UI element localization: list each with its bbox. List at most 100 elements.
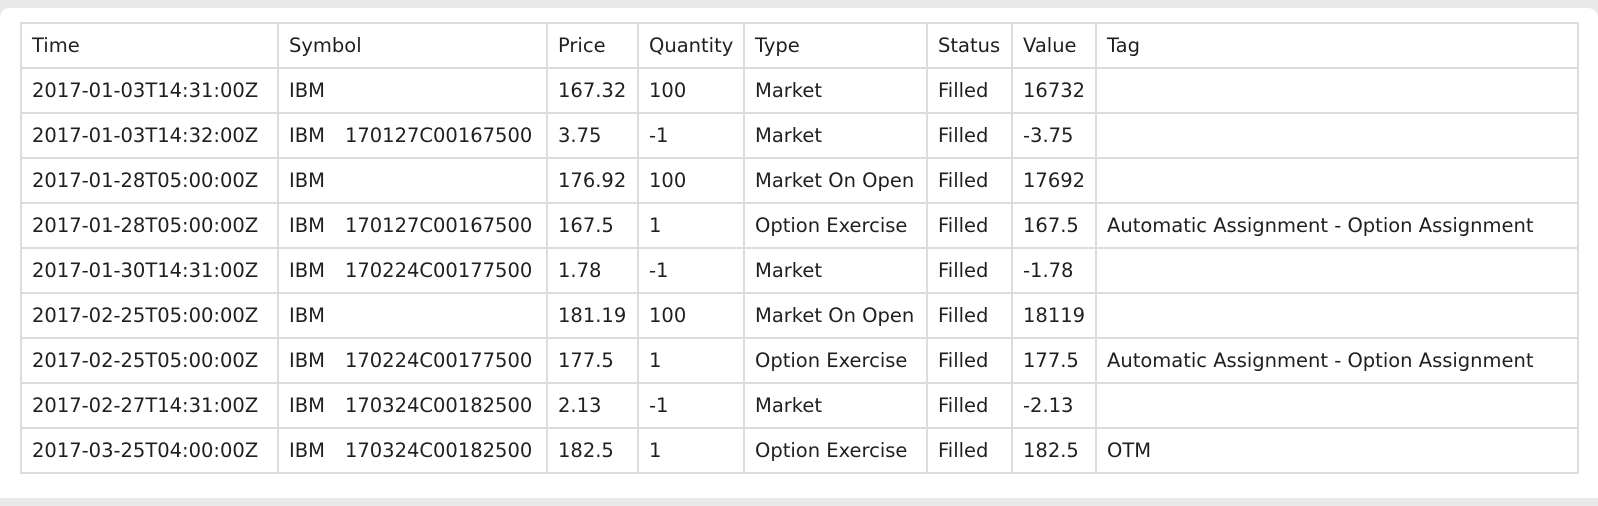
table-row[interactable]: 2017-02-25T05:00:00Z IBM 181.19 100 Market O… [20,292,1579,339]
cell-value: 16732 [1011,67,1097,114]
cell-symbol: IBM 170224C00177500 [277,247,548,294]
cell-tag: Automatic Assignment - Option Assignment [1095,202,1579,249]
cell-tag [1095,247,1579,294]
orders-table-body: 2017-01-03T14:31:00Z IBM 167.32 100 Market Fi… [20,67,1579,474]
cell-quantity: 100 [637,292,745,339]
cell-symbol: IBM [277,67,548,114]
cell-status: Filled [926,382,1013,429]
cell-time: 2017-03-25T04:00:00Z [20,427,279,474]
cell-price: 2.13 [546,382,639,429]
cell-type: Option Exercise [743,427,928,474]
symbol-underlying: IBM [289,304,325,327]
symbol-underlying: IBM [289,124,325,147]
cell-symbol: IBM [277,292,548,339]
symbol-underlying: IBM [289,259,325,282]
cell-quantity: 1 [637,202,745,249]
symbol-underlying: IBM [289,214,325,237]
symbol-option-contract: 170224C00177500 [344,259,533,282]
cell-value: 167.5 [1011,202,1097,249]
table-row[interactable]: 2017-02-27T14:31:00Z IBM 170324C00182500 2.… [20,382,1579,429]
cell-type: Market On Open [743,157,928,204]
cell-tag [1095,292,1579,339]
table-row[interactable]: 2017-01-03T14:31:00Z IBM 167.32 100 Market Fi… [20,67,1579,114]
column-header-price[interactable]: Price [546,22,639,69]
column-header-quantity[interactable]: Quantity [637,22,745,69]
cell-time: 2017-01-28T05:00:00Z [20,202,279,249]
cell-status: Filled [926,247,1013,294]
cell-symbol: IBM [277,157,548,204]
cell-price: 167.5 [546,202,639,249]
cell-price: 167.32 [546,67,639,114]
cell-time: 2017-01-28T05:00:00Z [20,157,279,204]
table-row[interactable]: 2017-01-30T14:31:00Z IBM 170224C00177500 1.… [20,247,1579,294]
cell-status: Filled [926,427,1013,474]
column-header-type[interactable]: Type [743,22,928,69]
cell-time: 2017-02-25T05:00:00Z [20,337,279,384]
column-header-value[interactable]: Value [1011,22,1097,69]
cell-symbol: IBM 170127C00167500 [277,112,548,159]
cell-tag [1095,382,1579,429]
cell-value: -3.75 [1011,112,1097,159]
table-row[interactable]: 2017-02-25T05:00:00Z IBM 170224C00177500 17… [20,337,1579,384]
cell-type: Option Exercise [743,337,928,384]
table-header-row: Time Symbol Price Quantity Type Status V… [20,22,1579,69]
cell-quantity: 100 [637,67,745,114]
cell-value: 17692 [1011,157,1097,204]
cell-quantity: -1 [637,382,745,429]
symbol-option-contract: 170224C00177500 [344,349,533,372]
cell-status: Filled [926,292,1013,339]
symbol-underlying: IBM [289,349,325,372]
column-header-symbol[interactable]: Symbol [277,22,548,69]
cell-symbol: IBM 170127C00167500 [277,202,548,249]
symbol-underlying: IBM [289,169,325,192]
cell-type: Market [743,247,928,294]
cell-symbol: IBM 170324C00182500 [277,427,548,474]
cell-type: Market On Open [743,292,928,339]
cell-time: 2017-02-27T14:31:00Z [20,382,279,429]
cell-time: 2017-01-03T14:32:00Z [20,112,279,159]
symbol-option-contract: 170324C00182500 [344,439,533,462]
cell-time: 2017-02-25T05:00:00Z [20,292,279,339]
cell-quantity: -1 [637,247,745,294]
cell-time: 2017-01-03T14:31:00Z [20,67,279,114]
cell-price: 176.92 [546,157,639,204]
symbol-option-contract: 170324C00182500 [344,394,533,417]
cell-value: 182.5 [1011,427,1097,474]
cell-price: 1.78 [546,247,639,294]
column-header-time[interactable]: Time [20,22,279,69]
cell-tag: Automatic Assignment - Option Assignment [1095,337,1579,384]
column-header-status[interactable]: Status [926,22,1013,69]
cell-price: 181.19 [546,292,639,339]
cell-quantity: 100 [637,157,745,204]
symbol-option-contract: 170127C00167500 [344,214,533,237]
table-row[interactable]: 2017-01-28T05:00:00Z IBM 170127C00167500 16… [20,202,1579,249]
cell-type: Market [743,382,928,429]
table-row[interactable]: 2017-03-25T04:00:00Z IBM 170324C00182500 18… [20,427,1579,474]
cell-price: 3.75 [546,112,639,159]
cell-tag [1095,112,1579,159]
cell-type: Market [743,112,928,159]
cell-symbol: IBM 170324C00182500 [277,382,548,429]
cell-quantity: -1 [637,112,745,159]
cell-status: Filled [926,67,1013,114]
cell-price: 177.5 [546,337,639,384]
cell-time: 2017-01-30T14:31:00Z [20,247,279,294]
cell-status: Filled [926,157,1013,204]
cell-type: Option Exercise [743,202,928,249]
cell-value: 18119 [1011,292,1097,339]
symbol-option-contract: 170127C00167500 [344,124,533,147]
table-row[interactable]: 2017-01-28T05:00:00Z IBM 176.92 100 Market O… [20,157,1579,204]
cell-tag [1095,157,1579,204]
cell-status: Filled [926,112,1013,159]
cell-status: Filled [926,337,1013,384]
cell-status: Filled [926,202,1013,249]
cell-type: Market [743,67,928,114]
table-row[interactable]: 2017-01-03T14:32:00Z IBM 170127C00167500 3.… [20,112,1579,159]
cell-value: 177.5 [1011,337,1097,384]
cell-price: 182.5 [546,427,639,474]
orders-panel: Time Symbol Price Quantity Type Status V… [0,8,1598,498]
cell-quantity: 1 [637,337,745,384]
cell-value: -1.78 [1011,247,1097,294]
column-header-tag[interactable]: Tag [1095,22,1579,69]
orders-table: Time Symbol Price Quantity Type Status V… [20,22,1579,474]
